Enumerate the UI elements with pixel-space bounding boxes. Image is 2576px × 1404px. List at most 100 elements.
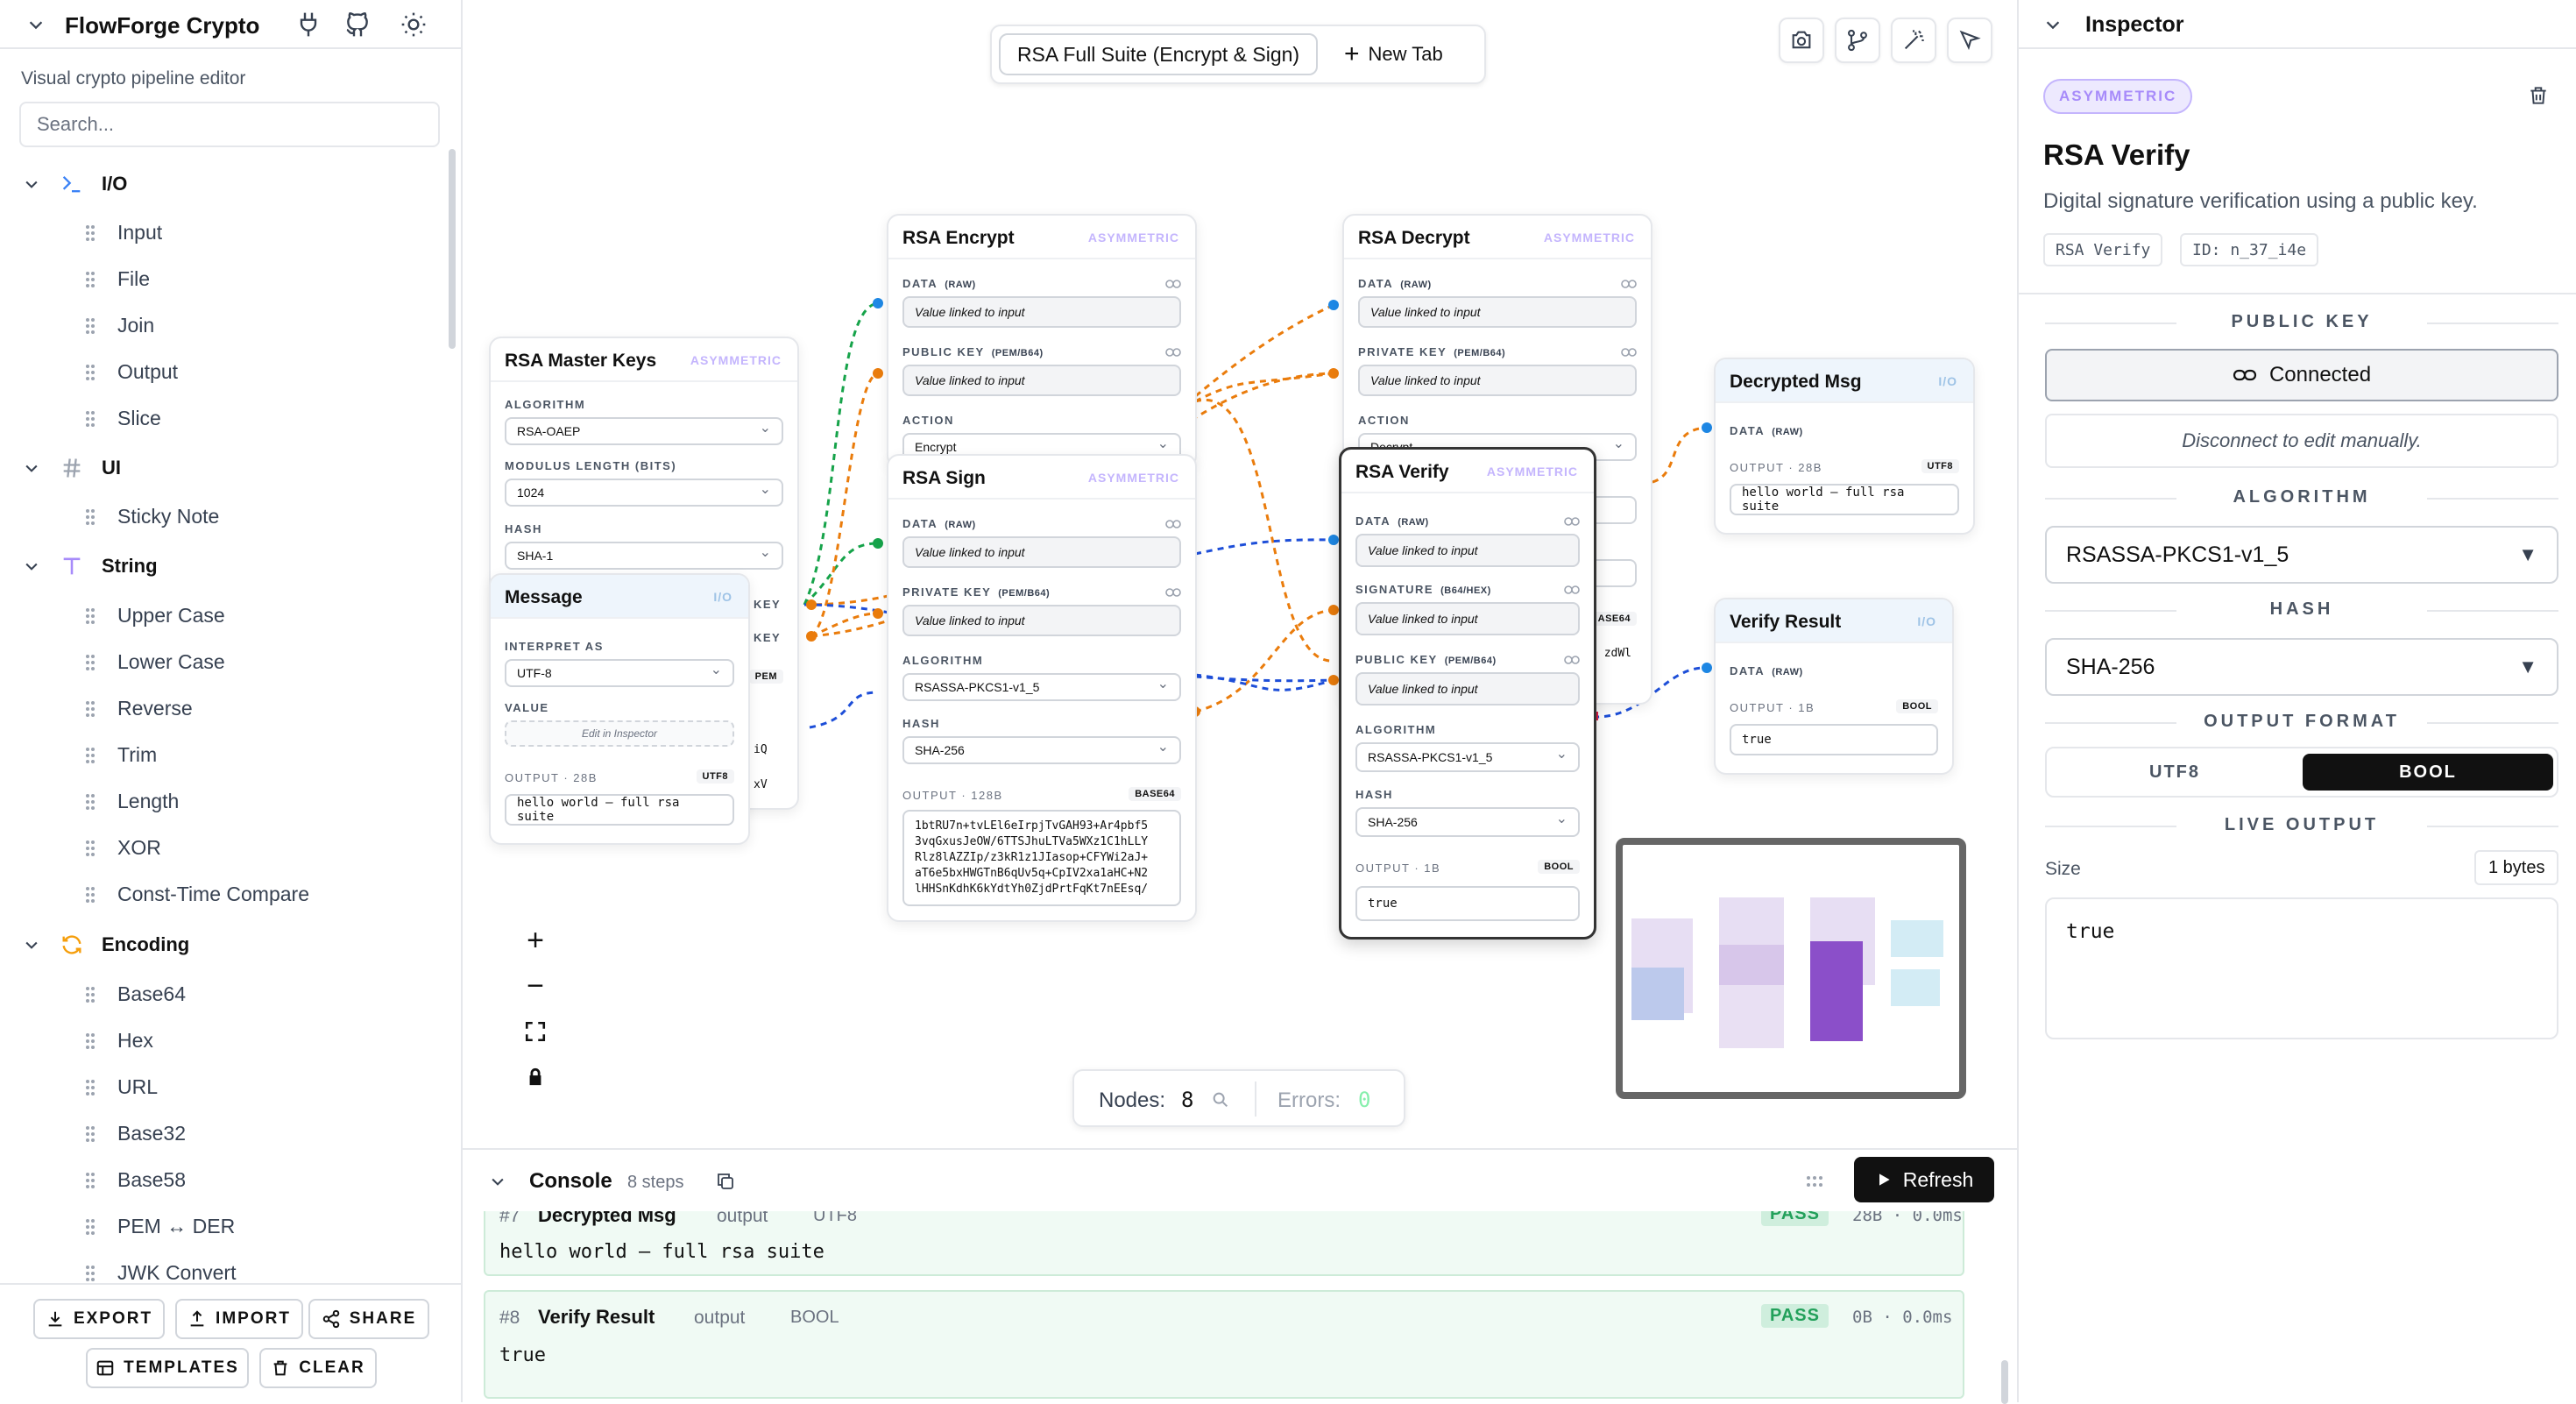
public-key-field[interactable]: Value linked to input [1355,672,1580,706]
plug-icon[interactable] [294,11,322,39]
drag-handle-icon[interactable] [84,653,96,672]
drag-handle-icon[interactable] [84,839,96,858]
screenshot-button[interactable] [1779,18,1824,63]
minimap[interactable] [1616,838,1966,1099]
share-button[interactable]: SHARE [308,1299,429,1339]
zoom-out-button[interactable]: − [515,966,556,1006]
drag-handle-icon[interactable] [84,223,96,243]
drag-handle-icon[interactable] [84,363,96,382]
sidebar-item-upper-case[interactable]: Upper Case [0,593,447,637]
search-input[interactable] [19,102,440,147]
data-field[interactable]: Value linked to input [1358,296,1637,328]
category-string[interactable]: String [0,543,447,587]
node-rsa-encrypt[interactable]: RSA Encrypt ASYMMETRIC DATA (RAW) Value li… [887,214,1197,468]
sidebar-item-base64[interactable]: Base64 [0,972,447,1016]
algorithm-select[interactable]: RSA-OAEP [505,417,783,445]
chevron-down-icon[interactable] [23,459,40,477]
sidebar-item-pem-der[interactable]: PEM ↔ DER [0,1204,447,1248]
signature-field[interactable]: Value linked to input [1355,602,1580,635]
node-message[interactable]: Message I/O INTERPRET AS UTF-8 VALUE Edit… [489,573,750,845]
chevron-down-icon[interactable] [23,936,40,954]
data-field[interactable]: Value linked to input [902,296,1181,328]
format-option-bool[interactable]: BOOL [2303,754,2553,791]
hash-select[interactable]: SHA-256 [902,736,1181,764]
sidebar-item-xor[interactable]: XOR [0,826,447,869]
console-scrollbar[interactable] [2001,1360,2008,1404]
clear-button[interactable]: CLEAR [259,1348,377,1388]
algorithm-select[interactable]: RSASSA-PKCS1-v1_5 [902,673,1181,701]
algorithm-select[interactable]: RSASSA-PKCS1-v1_5 ▼ [2045,526,2558,584]
refresh-button[interactable]: Refresh [1854,1157,1994,1202]
sidebar-item-file[interactable]: File [0,257,447,301]
drag-handle-icon[interactable] [84,409,96,429]
sidebar-item-base58[interactable]: Base58 [0,1158,447,1202]
sidebar-item-jwk-convert[interactable]: JWK Convert [0,1251,447,1294]
sidebar-item-url[interactable]: URL [0,1065,447,1109]
export-button[interactable]: EXPORT [33,1299,165,1339]
modulus-select[interactable]: 1024 [505,479,783,507]
drag-handle-icon[interactable] [84,746,96,765]
new-tab-button[interactable]: + New Tab [1341,33,1472,75]
copy-icon[interactable] [715,1171,736,1192]
console-log[interactable]: #7 Decrypted Msg output UTF8 PASS 28B · … [463,1211,2005,1404]
node-decrypted-msg[interactable]: Decrypted Msg I/O DATA (RAW) OUTPUT · 28B … [1714,358,1975,535]
lock-button[interactable] [515,1057,556,1097]
sidebar-item-base32[interactable]: Base32 [0,1111,447,1155]
chevron-down-icon[interactable] [2043,15,2063,34]
chevron-down-icon[interactable] [489,1173,506,1190]
drag-handle-icon[interactable] [1805,1173,1824,1190]
drag-handle-icon[interactable] [84,1124,96,1144]
zoom-in-button[interactable]: + [515,920,556,961]
sidebar-scrollbar[interactable] [449,149,456,349]
hash-select[interactable]: SHA-1 [505,542,783,570]
sidebar-item-length[interactable]: Length [0,779,447,823]
drag-handle-icon[interactable] [84,1264,96,1283]
sidebar-item-reverse[interactable]: Reverse [0,686,447,730]
import-button[interactable]: IMPORT [175,1299,303,1339]
console-row[interactable]: #7 Decrypted Msg output UTF8 PASS 28B · … [484,1211,1964,1276]
drag-handle-icon[interactable] [84,792,96,812]
category-io[interactable]: I/O [0,161,447,205]
live-output-box[interactable]: true [2045,897,2558,1039]
connected-button[interactable]: Connected [2045,349,2558,401]
drag-handle-icon[interactable] [84,699,96,719]
sidebar-item-input[interactable]: Input [0,210,447,254]
sidebar-item-slice[interactable]: Slice [0,396,447,440]
interpret-select[interactable]: UTF-8 [505,659,734,687]
drag-handle-icon[interactable] [84,985,96,1004]
drag-handle-icon[interactable] [84,885,96,904]
search-icon[interactable] [1211,1090,1230,1110]
drag-handle-icon[interactable] [84,1032,96,1051]
sidebar-item-trim[interactable]: Trim [0,733,447,776]
fit-view-button[interactable] [515,1011,556,1052]
sidebar-item-join[interactable]: Join [0,303,447,347]
sidebar-item-hex[interactable]: Hex [0,1018,447,1062]
category-encoding[interactable]: Encoding [0,922,447,966]
category-ui[interactable]: UI [0,445,447,489]
data-field[interactable]: Value linked to input [1355,534,1580,567]
drag-handle-icon[interactable] [84,1078,96,1097]
drag-handle-icon[interactable] [84,606,96,626]
sun-icon[interactable] [400,11,428,39]
auto-layout-button[interactable] [1891,18,1936,63]
hash-select[interactable]: SHA-256 [1355,807,1580,837]
sidebar-item-output[interactable]: Output [0,350,447,394]
tab-rsa-full-suite[interactable]: RSA Full Suite (Encrypt & Sign) [999,33,1318,75]
drag-handle-icon[interactable] [84,1171,96,1190]
console-row[interactable]: #8 Verify Result output BOOL PASS 0B · 0… [484,1290,1964,1399]
sidebar-item-sticky-note[interactable]: Sticky Note [0,494,447,538]
drag-handle-icon[interactable] [84,507,96,527]
value-field[interactable]: Edit in Inspector [505,720,734,747]
node-verify-result[interactable]: Verify Result I/O DATA (RAW) OUTPUT · 1B B… [1714,598,1954,775]
drag-handle-icon[interactable] [84,270,96,289]
templates-button[interactable]: TEMPLATES [86,1348,249,1388]
private-key-field[interactable]: Value linked to input [902,605,1181,636]
algorithm-select[interactable]: RSASSA-PKCS1-v1_5 [1355,742,1580,772]
chevron-down-icon[interactable] [23,557,40,575]
sidebar-item-lower-case[interactable]: Lower Case [0,640,447,684]
drag-handle-icon[interactable] [84,1217,96,1237]
chevron-down-icon[interactable] [23,175,40,193]
pointer-button[interactable] [1947,18,1992,63]
sidebar-item-const-time-compare[interactable]: Const-Time Compare [0,872,447,916]
format-option-utf8[interactable]: UTF8 [2052,754,2297,791]
